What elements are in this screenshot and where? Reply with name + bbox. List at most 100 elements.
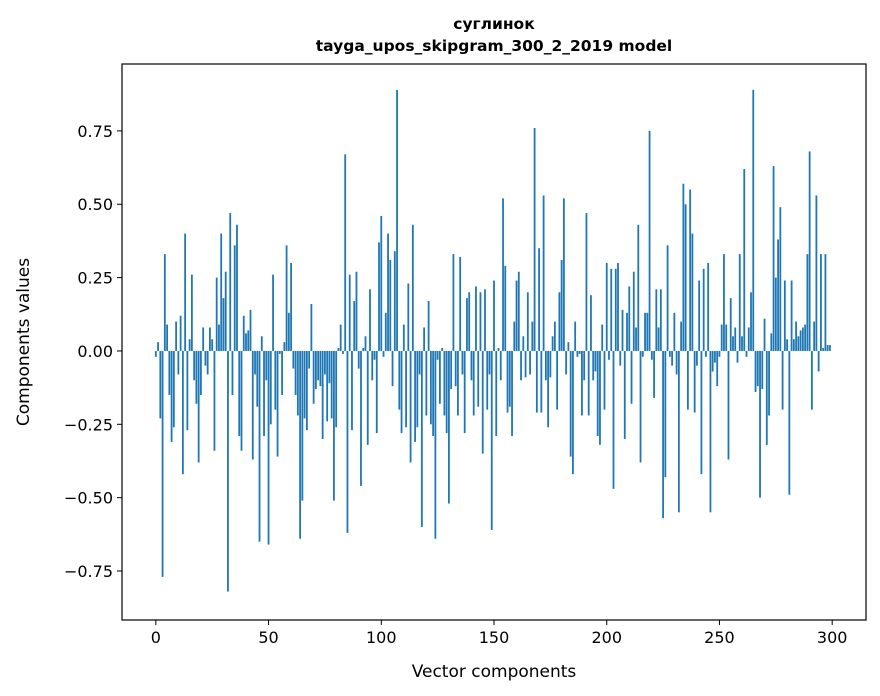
x-axis-label: Vector components: [412, 662, 577, 682]
bar: [556, 350, 559, 410]
bar: [592, 350, 595, 381]
bar: [716, 350, 719, 387]
bar: [161, 350, 164, 577]
bar: [493, 280, 495, 351]
bar: [795, 321, 798, 351]
bar: [725, 324, 728, 351]
bar: [689, 189, 692, 351]
bar: [328, 350, 331, 384]
bar: [705, 350, 707, 357]
y-axis-label: Components values: [14, 258, 34, 426]
bar: [405, 350, 407, 428]
bar: [209, 327, 211, 351]
bar: [438, 350, 441, 404]
chart-title-line1: суглинок: [453, 15, 535, 33]
bar: [391, 350, 394, 387]
bar: [662, 350, 664, 519]
bar: [342, 350, 344, 354]
bar: [569, 350, 572, 457]
bar: [486, 350, 489, 410]
bar: [804, 324, 807, 351]
bar: [786, 339, 788, 351]
bar: [218, 324, 220, 351]
bar: [263, 350, 265, 437]
bar: [499, 350, 502, 381]
bar: [314, 350, 317, 390]
bar: [644, 312, 646, 351]
bar: [576, 350, 579, 357]
bar: [788, 350, 791, 495]
bar: [360, 350, 362, 486]
bar: [617, 262, 619, 351]
bar: [407, 283, 410, 351]
bar: [260, 336, 263, 351]
bar: [283, 342, 286, 351]
bar: [287, 312, 290, 351]
bar: [754, 350, 757, 393]
bar: [614, 268, 617, 351]
bar: [463, 350, 466, 434]
bar: [184, 233, 187, 351]
bar: [420, 350, 423, 527]
bar: [734, 327, 737, 351]
bar: [411, 224, 414, 351]
bar: [626, 312, 628, 351]
bar: [820, 254, 822, 351]
bar: [542, 195, 545, 351]
y-tick-label: 0.25: [77, 269, 113, 288]
bar: [265, 350, 268, 381]
bar: [251, 350, 254, 460]
bar: [490, 350, 493, 530]
bar: [736, 350, 739, 363]
bar: [630, 350, 633, 404]
bar: [558, 292, 561, 351]
bar: [603, 350, 606, 410]
bar: [175, 321, 178, 351]
bar: [355, 271, 358, 351]
x-tick-label: 150: [479, 628, 510, 647]
bar: [817, 350, 820, 372]
bar: [256, 350, 259, 407]
bar: [378, 242, 380, 351]
bar: [783, 280, 786, 351]
bar: [810, 350, 813, 410]
bar: [549, 350, 552, 378]
bar: [364, 336, 367, 351]
bar: [195, 350, 198, 404]
bar: [732, 336, 734, 351]
bar: [761, 350, 764, 390]
bar: [522, 336, 525, 351]
bar: [567, 342, 570, 351]
bar: [680, 321, 683, 351]
bar: [190, 274, 193, 351]
bar: [777, 239, 779, 351]
y-tick-label: 0.50: [77, 195, 113, 214]
bar: [824, 254, 827, 351]
bar: [535, 350, 538, 413]
bar: [637, 224, 640, 351]
bar: [727, 350, 730, 460]
bar: [371, 350, 374, 381]
bar: [400, 350, 403, 434]
bar: [247, 330, 250, 351]
bar: [204, 350, 207, 366]
bar: [472, 350, 475, 416]
bar: [278, 350, 281, 354]
bar: [461, 350, 464, 375]
bar: [452, 254, 455, 351]
bar: [414, 350, 416, 442]
bar: [531, 321, 534, 351]
bar: [170, 350, 173, 442]
bar: [418, 350, 421, 375]
bar: [714, 350, 716, 363]
bar: [448, 350, 450, 504]
bar: [497, 348, 500, 351]
bar: [423, 327, 426, 351]
bar: [346, 350, 349, 533]
x-axis-ticks: 0 50 100 150 200 250 300: [151, 620, 847, 647]
bar: [583, 350, 586, 381]
bar: [168, 350, 171, 395]
bar: [562, 198, 565, 351]
bar: [729, 298, 732, 351]
bar: [294, 350, 297, 395]
